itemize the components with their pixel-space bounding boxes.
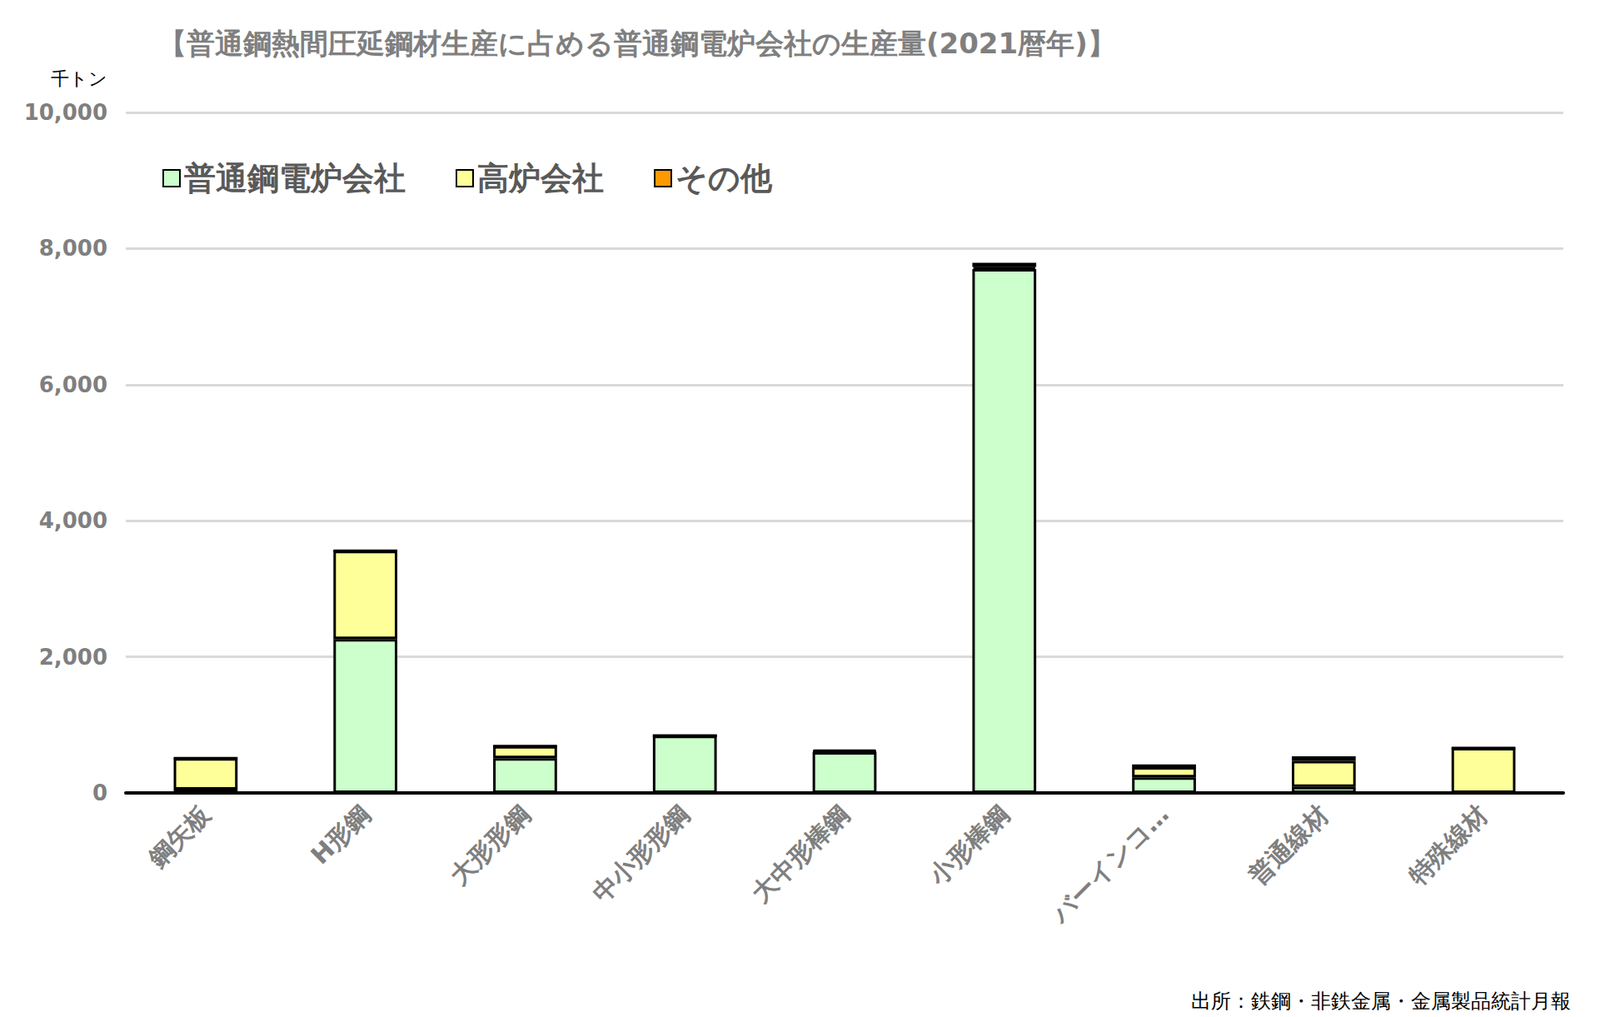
svg-text:6,000: 6,000 bbox=[39, 372, 108, 398]
svg-text:普通線材: 普通線材 bbox=[1242, 799, 1335, 892]
svg-text:バーインコ…: バーインコ… bbox=[1044, 799, 1175, 930]
svg-text:普通鋼電炉会社: 普通鋼電炉会社 bbox=[184, 159, 406, 197]
svg-text:2,000: 2,000 bbox=[39, 644, 108, 670]
svg-text:中小形形鋼: 中小形形鋼 bbox=[586, 799, 696, 909]
svg-text:千トン: 千トン bbox=[50, 68, 108, 90]
svg-text:8,000: 8,000 bbox=[39, 235, 108, 261]
svg-text:H形鋼: H形鋼 bbox=[304, 799, 376, 871]
svg-text:鋼矢板: 鋼矢板 bbox=[141, 798, 217, 874]
svg-text:10,000: 10,000 bbox=[24, 99, 108, 125]
svg-text:大中形棒鋼: 大中形棒鋼 bbox=[746, 799, 856, 909]
svg-text:その他: その他 bbox=[675, 159, 773, 197]
svg-text:小形棒鋼: 小形棒鋼 bbox=[922, 799, 1015, 892]
svg-text:4,000: 4,000 bbox=[39, 508, 108, 534]
svg-text:0: 0 bbox=[92, 780, 108, 806]
svg-text:特殊線材: 特殊線材 bbox=[1401, 799, 1494, 892]
svg-text:【普通鋼熱間圧延鋼材生産に占める普通鋼電炉会社の生産量(20: 【普通鋼熱間圧延鋼材生産に占める普通鋼電炉会社の生産量(2021暦年)】 bbox=[158, 26, 1117, 60]
svg-text:大形形鋼: 大形形鋼 bbox=[443, 799, 536, 892]
svg-text:高炉会社: 高炉会社 bbox=[477, 159, 604, 197]
svg-text:出所：鉄鋼・非鉄金属・金属製品統計月報: 出所：鉄鋼・非鉄金属・金属製品統計月報 bbox=[1191, 989, 1571, 1013]
